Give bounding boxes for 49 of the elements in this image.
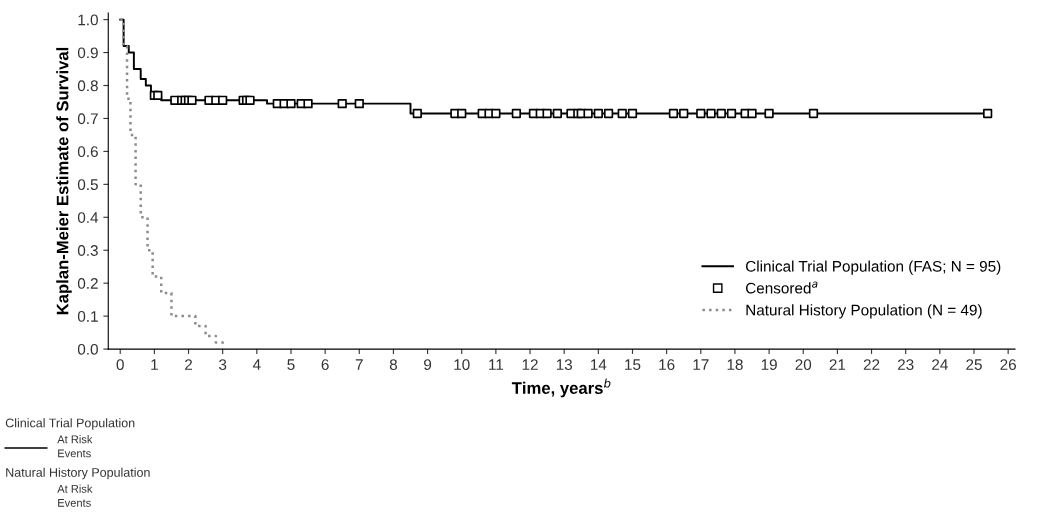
x-tick-label: 4 <box>252 359 261 370</box>
y-tick-label: 0.2 <box>77 278 98 289</box>
x-tick-label: 26 <box>1000 359 1016 371</box>
y-tick-label: 0.4 <box>77 212 99 223</box>
y-tick-label: 0.9 <box>77 47 98 59</box>
y-tick-label: 0.8 <box>77 80 98 92</box>
x-tick-label: 23 <box>897 359 914 371</box>
text: Events <box>58 449 91 458</box>
x-tick-label: 0 <box>116 359 124 371</box>
y-tick-label: 0.7 <box>77 113 98 125</box>
legend-label: Clinical Trial Population (FAS; N = 95) <box>745 260 1001 275</box>
y-tick-label: 0.1 <box>77 310 98 322</box>
y-tick-label: 0.6 <box>77 146 98 158</box>
legend-label: Natural History Population (N = 49) <box>746 304 982 319</box>
x-tick-label: 7 <box>355 359 363 370</box>
x-tick-label: 25 <box>966 359 982 371</box>
x-tick-label: 8 <box>389 359 398 371</box>
x-tick-label: 16 <box>659 359 675 371</box>
x-tick-label: 24 <box>932 359 948 370</box>
y-tick-label: 0.3 <box>77 245 98 256</box>
text: At Risk <box>57 484 93 493</box>
x-tick-label: 20 <box>795 359 812 371</box>
x-tick-label: 22 <box>863 359 880 370</box>
x-axis-title: Time, years$^{b}$ <box>511 378 611 398</box>
text: Natural History Population <box>6 467 150 480</box>
x-tick-label: 19 <box>761 359 777 371</box>
x-tick-label: 9 <box>424 359 432 371</box>
x-tick-label: 6 <box>321 359 329 371</box>
y-tick-label: 0.0 <box>77 343 98 355</box>
y-tick-label: 1.0 <box>78 14 98 26</box>
text: At Risk <box>57 435 93 444</box>
x-tick-label: 15 <box>625 359 641 371</box>
x-tick-label: 11 <box>489 359 504 370</box>
x-tick-label: 10 <box>454 359 470 371</box>
x-tick-label: 3 <box>219 359 227 371</box>
legend-label: Censored$^{a}$ <box>745 281 818 294</box>
x-tick-label: 1 <box>151 359 158 370</box>
y-axis-title: Kaplan-Meier Estimate of Survival <box>56 47 72 315</box>
x-tick-label: 5 <box>287 359 295 371</box>
x-tick-label: 18 <box>727 359 743 371</box>
y-tick-label: 0.5 <box>77 179 98 191</box>
text: Events <box>58 499 91 507</box>
x-tick-label: 13 <box>556 359 573 371</box>
x-tick-label: 12 <box>522 359 538 370</box>
x-tick-label: 2 <box>185 359 192 370</box>
x-tick-label: 21 <box>829 359 846 370</box>
text: Clinical Trial Population <box>5 418 135 430</box>
x-tick-label: 17 <box>693 359 709 370</box>
x-tick-label: 14 <box>591 359 607 370</box>
